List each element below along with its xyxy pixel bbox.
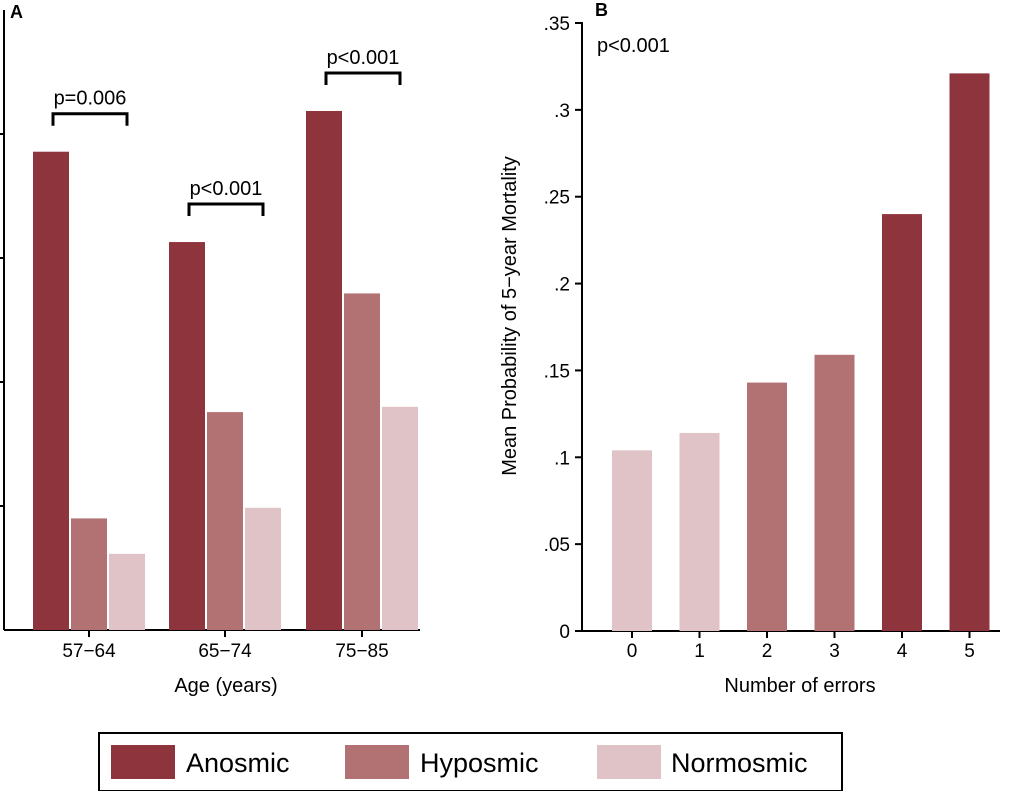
panel-b-y-tick-label: .05 [544, 535, 570, 556]
panel-b-y-tick-label: .3 [554, 101, 570, 122]
legend-swatch-hyposmic [345, 745, 409, 779]
panel-b-y-tick-label: .1 [554, 448, 570, 469]
panel-a-significance-bracket [187, 202, 265, 217]
panel-b-p-value: p<0.001 [597, 35, 670, 57]
panel-a-bar-anosmic [169, 242, 205, 631]
panel-b-x-tick-label: 4 [897, 641, 908, 662]
panel-b-y-axis-title: Mean Probability of 5−year Mortality [499, 156, 521, 476]
panel-b-bar [814, 354, 855, 631]
panel-b-bar [747, 382, 787, 631]
panel-a-bar-hyposmic [71, 518, 107, 630]
panel-a-x-tick-label: 65−74 [198, 641, 252, 662]
panel-a-y-ticks [0, 133, 4, 507]
panel-b-x-tick-label: 1 [694, 641, 705, 662]
panel-b-x-tick-label: 2 [762, 641, 773, 662]
panel-b-bars [612, 73, 990, 632]
panel-b-y-tick-label: .2 [554, 275, 570, 296]
panel-b-bar [882, 214, 922, 632]
panel-a-p-value: p<0.001 [327, 47, 400, 69]
panel-b-label: B [595, 0, 608, 20]
panel-a-bars [33, 110, 418, 631]
panel-b: B 0 .05 .1 .15 .2 .25 .3 .35 0 1 2 3 4 5 p<0.001 Mea… [499, 0, 1000, 697]
panel-b-bar [949, 73, 990, 632]
panel-b-bar [679, 432, 720, 631]
panel-b-y-tick-label: 0 [559, 622, 570, 643]
panel-a-x-ticks: 57−64 65−74 75−85 [62, 630, 389, 662]
panel-b-x-tick-label: 0 [627, 641, 638, 662]
panel-a-x-tick-label: 75−85 [335, 641, 388, 662]
panel-a-x-axis-title: Age (years) [174, 675, 277, 697]
panel-b-y-tick-label: .35 [544, 14, 570, 35]
legend-label-anosmic: Anosmic [186, 748, 290, 778]
panel-b-bar [612, 450, 652, 631]
panel-a-bar-normosmic [382, 406, 418, 630]
panel-a-bar-anosmic [33, 151, 69, 630]
panel-b-y-tick-label: .25 [544, 188, 570, 209]
legend-swatch-normosmic [597, 745, 661, 779]
panel-b-y-ticks: 0 .05 .1 .15 .2 .25 .3 .35 [544, 14, 582, 643]
panel-b-x-axis-title: Number of errors [724, 675, 875, 697]
panel-a-bar-normosmic [245, 507, 281, 630]
panel-a-x-tick-label: 57−64 [62, 641, 116, 662]
panel-a-bar-normosmic [109, 553, 145, 630]
legend-swatch-anosmic [111, 745, 175, 779]
legend-label-hyposmic: Hyposmic [420, 748, 539, 778]
panel-b-x-ticks: 0 1 2 3 4 5 [627, 631, 975, 662]
panel-b-y-tick-label: .15 [544, 361, 570, 382]
panel-a-p-value: p=0.006 [54, 88, 127, 110]
panel-a-bar-hyposmic [207, 412, 243, 630]
panel-a-bar-hyposmic [344, 293, 380, 630]
legend-box [98, 732, 843, 791]
panel-a-p-value: p<0.001 [190, 178, 263, 200]
legend-label-normosmic: Normosmic [671, 748, 808, 778]
panel-a-annotations: p=0.006 p<0.001 p<0.001 [51, 47, 402, 217]
panel-b-x-tick-label: 3 [829, 641, 840, 662]
panel-a-significance-bracket [324, 71, 402, 85]
panel-a: A 57−64 65−74 75−85 p=0.006p<0.001p<0.001 … [0, 2, 420, 697]
panel-a-bar-anosmic [306, 110, 342, 630]
panel-b-x-tick-label: 5 [964, 641, 975, 662]
panel-a-label: A [10, 2, 23, 22]
legend: Anosmic Hyposmic Normosmic [98, 732, 843, 791]
panel-a-significance-bracket [51, 112, 129, 126]
